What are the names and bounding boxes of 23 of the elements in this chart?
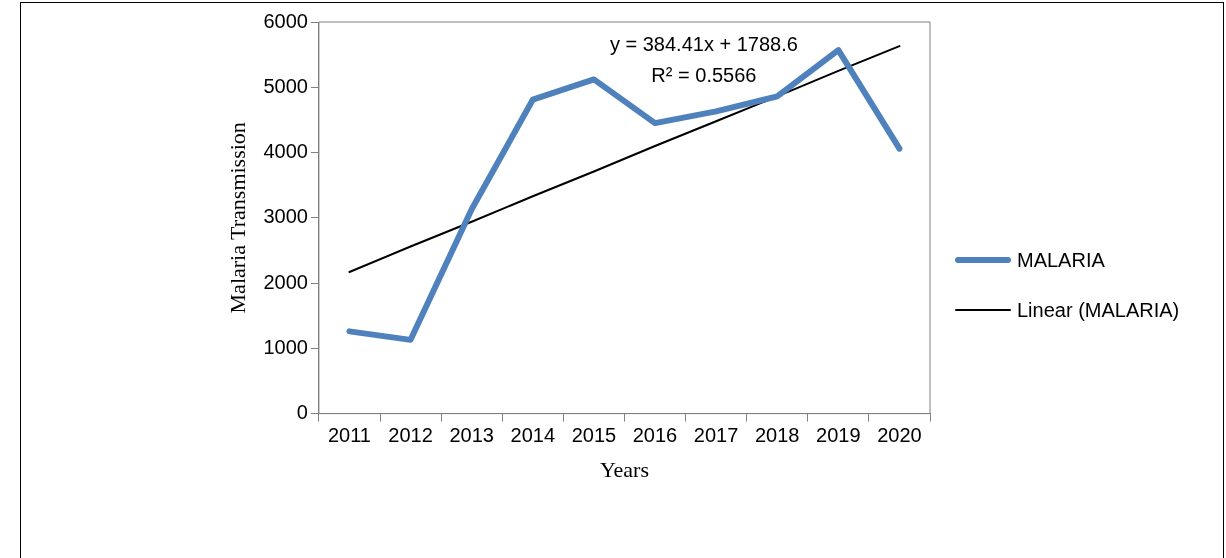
legend-label: Linear (MALARIA) (1017, 298, 1180, 322)
y-tick-label: 6000 (263, 9, 308, 32)
y-tick-label: 4000 (263, 140, 308, 163)
x-axis-title: Years (599, 456, 649, 482)
y-tick-label: 0 (296, 401, 308, 424)
x-tick-label: 2011 (327, 424, 371, 447)
x-tick-label: 2015 (571, 424, 617, 447)
legend-label: MALARIA (1017, 248, 1105, 272)
x-tick-label: 2014 (510, 424, 556, 447)
annotation: y = 384.41x + 1788.6 (609, 32, 798, 55)
y-tick-label: 5000 (263, 74, 308, 97)
y-axis-title: Malaria Transmission (224, 122, 250, 314)
y-tick-label: 2000 (263, 270, 308, 293)
y-tick-label: 3000 (263, 205, 308, 228)
x-tick-label: 2013 (449, 424, 494, 447)
x-tick-label: 2020 (877, 424, 922, 447)
x-tick-label: 2018 (754, 424, 800, 447)
x-tick-label: 2017 (693, 424, 739, 447)
x-tick-label: 2019 (816, 424, 861, 447)
y-tick-label: 1000 (263, 335, 308, 358)
annotation: R² = 0.5566 (651, 63, 757, 86)
x-tick-label: 2012 (388, 424, 433, 447)
x-tick-label: 2016 (632, 424, 678, 447)
